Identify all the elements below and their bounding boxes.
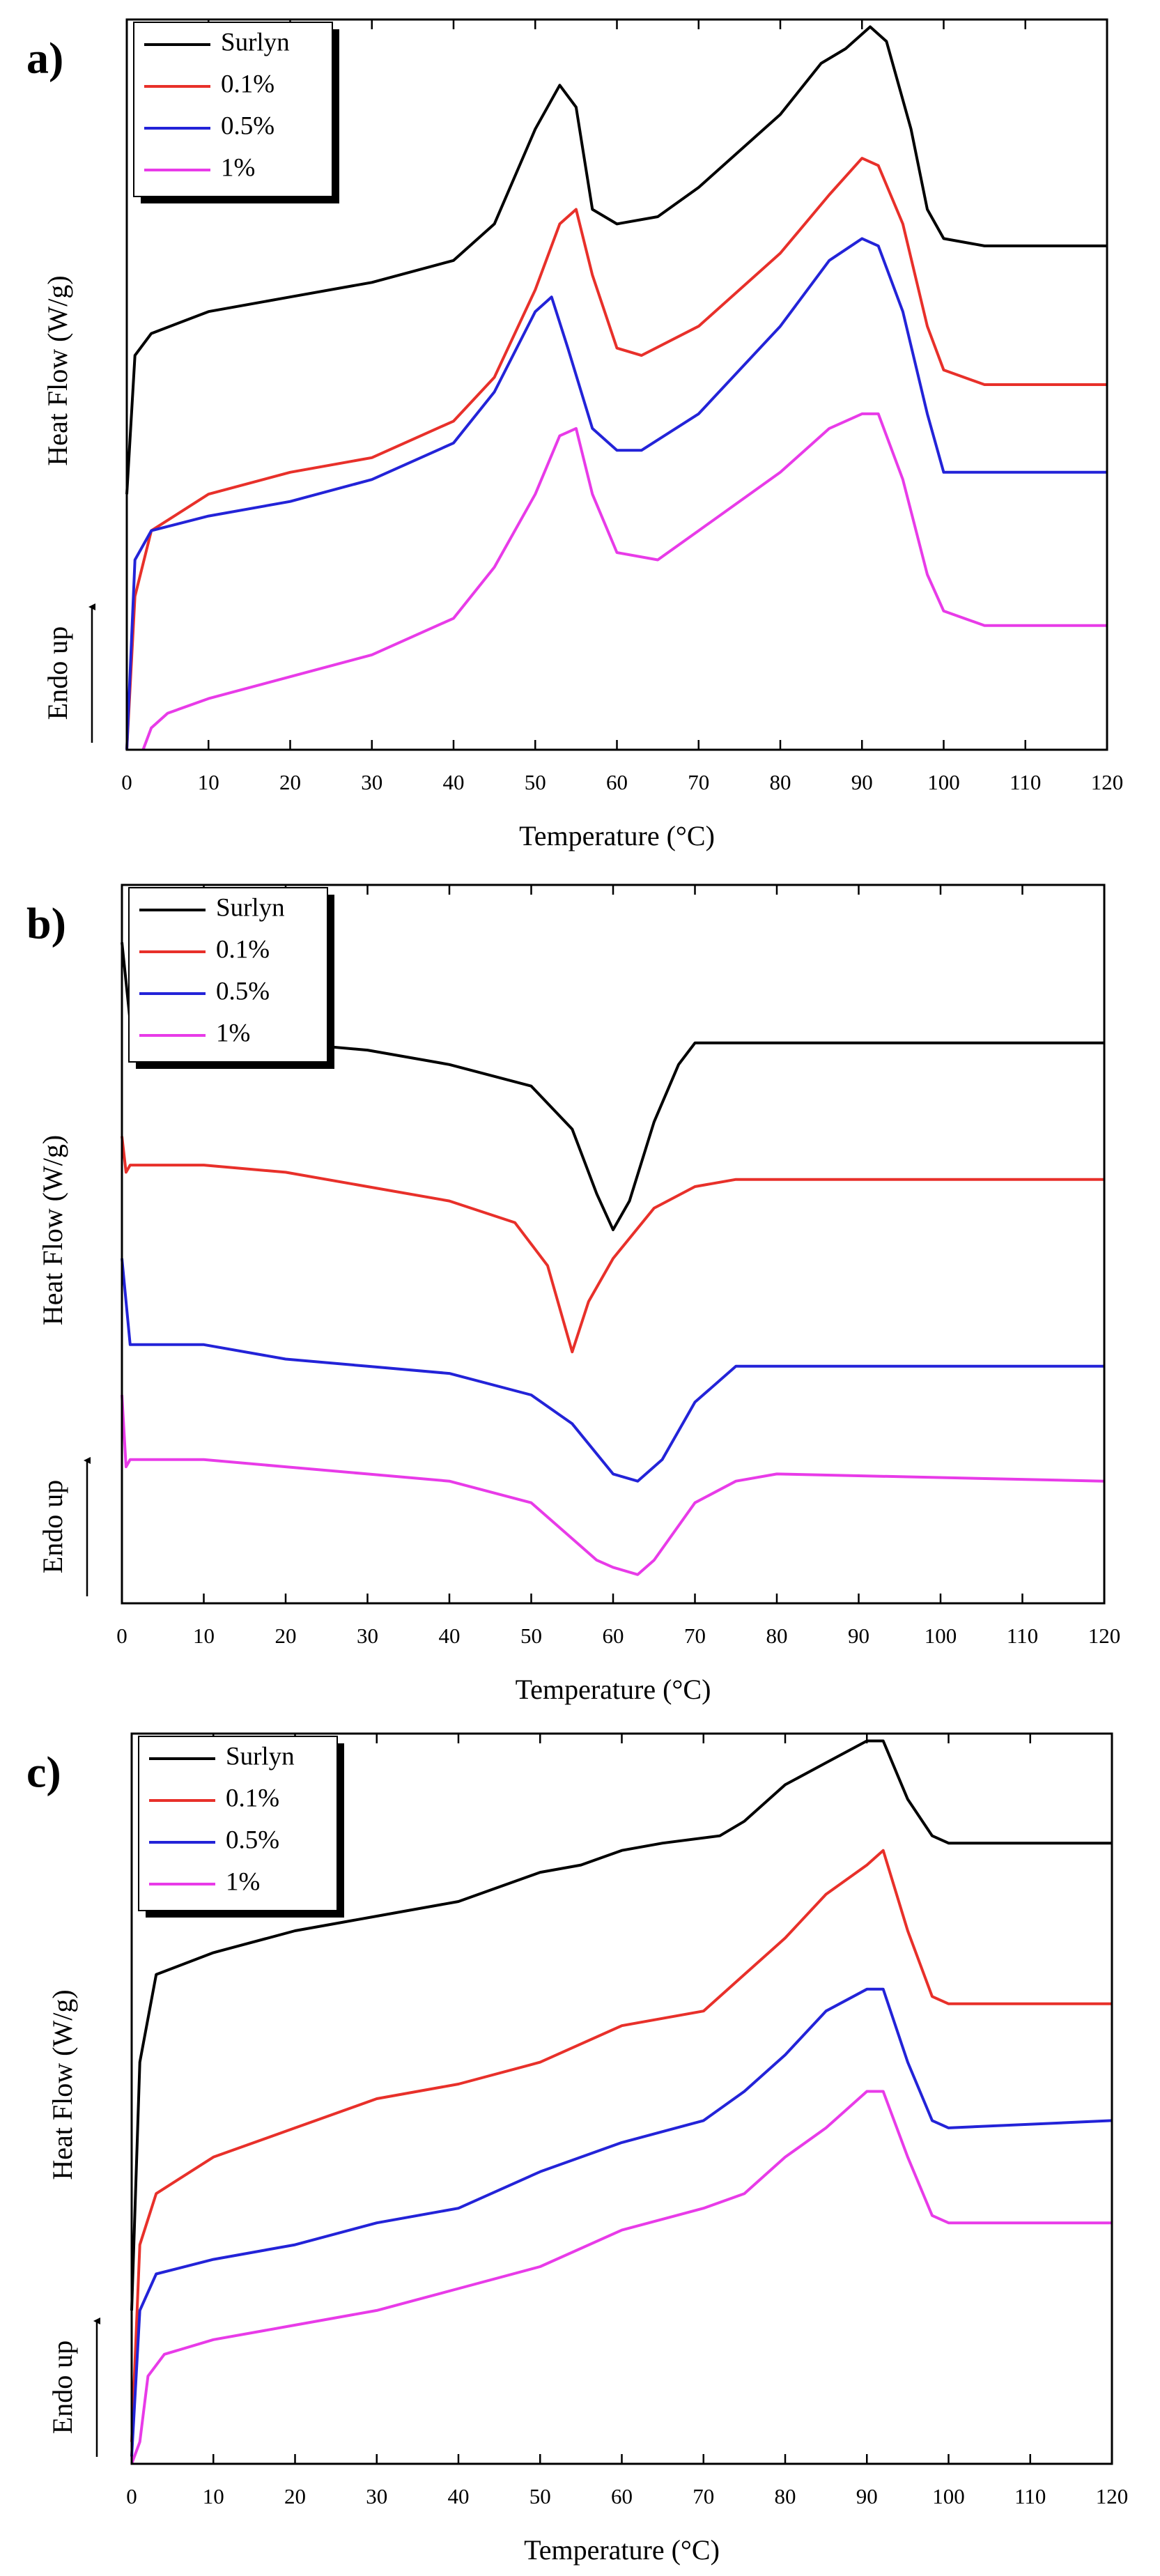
x-tick-label: 120 — [1088, 1624, 1121, 1648]
x-tick-label: 30 — [357, 1624, 378, 1648]
series-line — [125, 157, 1107, 750]
chart: 0 10 20 30 40 50 60 70 80 90 100 110 120 Surlyn 0.1% 0.… — [26, 884, 1121, 1705]
series-line — [141, 412, 1107, 750]
x-tick-label: 110 — [1014, 2484, 1046, 2508]
x-tick-label: 90 — [856, 2484, 878, 2508]
x-tick-label: 60 — [603, 1624, 624, 1648]
x-tick-label: 20 — [279, 770, 301, 794]
x-tick-label: 50 — [520, 1624, 542, 1648]
x-axis-label: Temperature (°C) — [516, 1674, 711, 1705]
series-line — [125, 25, 1107, 495]
legend-label: 0.1% — [221, 70, 274, 98]
x-tick-label: 60 — [606, 770, 628, 794]
x-tick-label: 80 — [775, 2484, 796, 2508]
x-tick-label: 10 — [203, 2484, 224, 2508]
x-tick-label: 120 — [1096, 2484, 1129, 2508]
x-tick-label: 10 — [193, 1624, 215, 1648]
x-tick-label: 70 — [684, 1624, 706, 1648]
legend-label: Surlyn — [216, 893, 285, 922]
x-tick-label: 30 — [366, 2484, 387, 2508]
x-tick-label: 110 — [1007, 1624, 1038, 1648]
legend-label: 1% — [226, 1867, 260, 1896]
x-tick-label: 60 — [611, 2484, 633, 2508]
legend-label: Surlyn — [221, 28, 290, 56]
x-tick-label: 120 — [1091, 770, 1124, 794]
series-line — [130, 1987, 1113, 2457]
x-tick-label: 80 — [766, 1624, 788, 1648]
legend-label: 0.5% — [226, 1826, 279, 1854]
legend-label: 1% — [221, 153, 255, 182]
chart: 0 10 20 30 40 50 60 70 80 90 100 110 120 Surlyn 0.1% 0.… — [26, 18, 1124, 851]
legend-label: 1% — [216, 1019, 250, 1047]
y-axis-label: Heat Flow (W/g) — [42, 275, 73, 465]
x-tick-label: 40 — [443, 770, 465, 794]
panel-label: b) — [26, 899, 66, 948]
x-tick-label: 50 — [529, 2484, 551, 2508]
x-tick-label: 70 — [688, 770, 709, 794]
x-tick-label: 50 — [525, 770, 546, 794]
legend-label: 0.5% — [221, 111, 274, 140]
y-axis-label: Heat Flow (W/g) — [37, 1135, 68, 1325]
x-tick-label: 40 — [448, 2484, 470, 2508]
legend-label: 0.1% — [226, 1784, 279, 1812]
x-tick-label: 0 — [126, 2484, 137, 2508]
x-tick-label: 0 — [116, 1624, 127, 1648]
x-tick-label: 110 — [1010, 770, 1041, 794]
x-tick-label: 80 — [770, 770, 791, 794]
series-line — [130, 2090, 1112, 2465]
x-tick-label: 90 — [848, 1624, 869, 1648]
panel-label: a) — [26, 33, 63, 83]
plot-frame — [121, 884, 1106, 1605]
series-line — [130, 1849, 1112, 2442]
legend-label: 0.1% — [216, 935, 270, 964]
legend-box — [138, 1736, 338, 1911]
x-tick-label: 20 — [275, 1624, 297, 1648]
legend-box — [133, 22, 333, 197]
chart: 0 10 20 30 40 50 60 70 80 90 100 110 120 Surlyn 0.1% 0.… — [26, 1732, 1129, 2566]
series-line — [121, 1136, 1104, 1354]
plot-frame — [125, 18, 1108, 751]
panel-label: c) — [26, 1748, 61, 1797]
legend-box — [128, 887, 328, 1063]
y-axis-label: Heat Flow (W/g) — [47, 1989, 78, 2180]
series-line — [121, 1258, 1104, 1483]
annotation: Endo up — [37, 1480, 68, 1573]
x-axis-label: Temperature (°C) — [519, 820, 715, 851]
x-tick-label: 40 — [439, 1624, 461, 1648]
x-tick-label: 70 — [693, 2484, 714, 2508]
series-line — [125, 237, 1107, 750]
series-line — [121, 1394, 1105, 1576]
x-axis-label: Temperature (°C) — [524, 2534, 720, 2566]
x-tick-label: 100 — [932, 2484, 965, 2508]
x-tick-label: 10 — [198, 770, 219, 794]
x-tick-label: 20 — [284, 2484, 306, 2508]
x-tick-label: 30 — [361, 770, 382, 794]
x-tick-label: 0 — [121, 770, 132, 794]
x-tick-label: 100 — [927, 770, 960, 794]
plot-frame — [130, 1732, 1113, 2465]
annotation: Endo up — [42, 626, 73, 720]
series-line — [130, 1739, 1112, 2311]
annotation: Endo up — [47, 2340, 78, 2434]
legend-label: 0.5% — [216, 977, 270, 1005]
x-tick-label: 90 — [851, 770, 873, 794]
x-tick-label: 100 — [925, 1624, 957, 1648]
legend-label: Surlyn — [226, 1742, 295, 1771]
